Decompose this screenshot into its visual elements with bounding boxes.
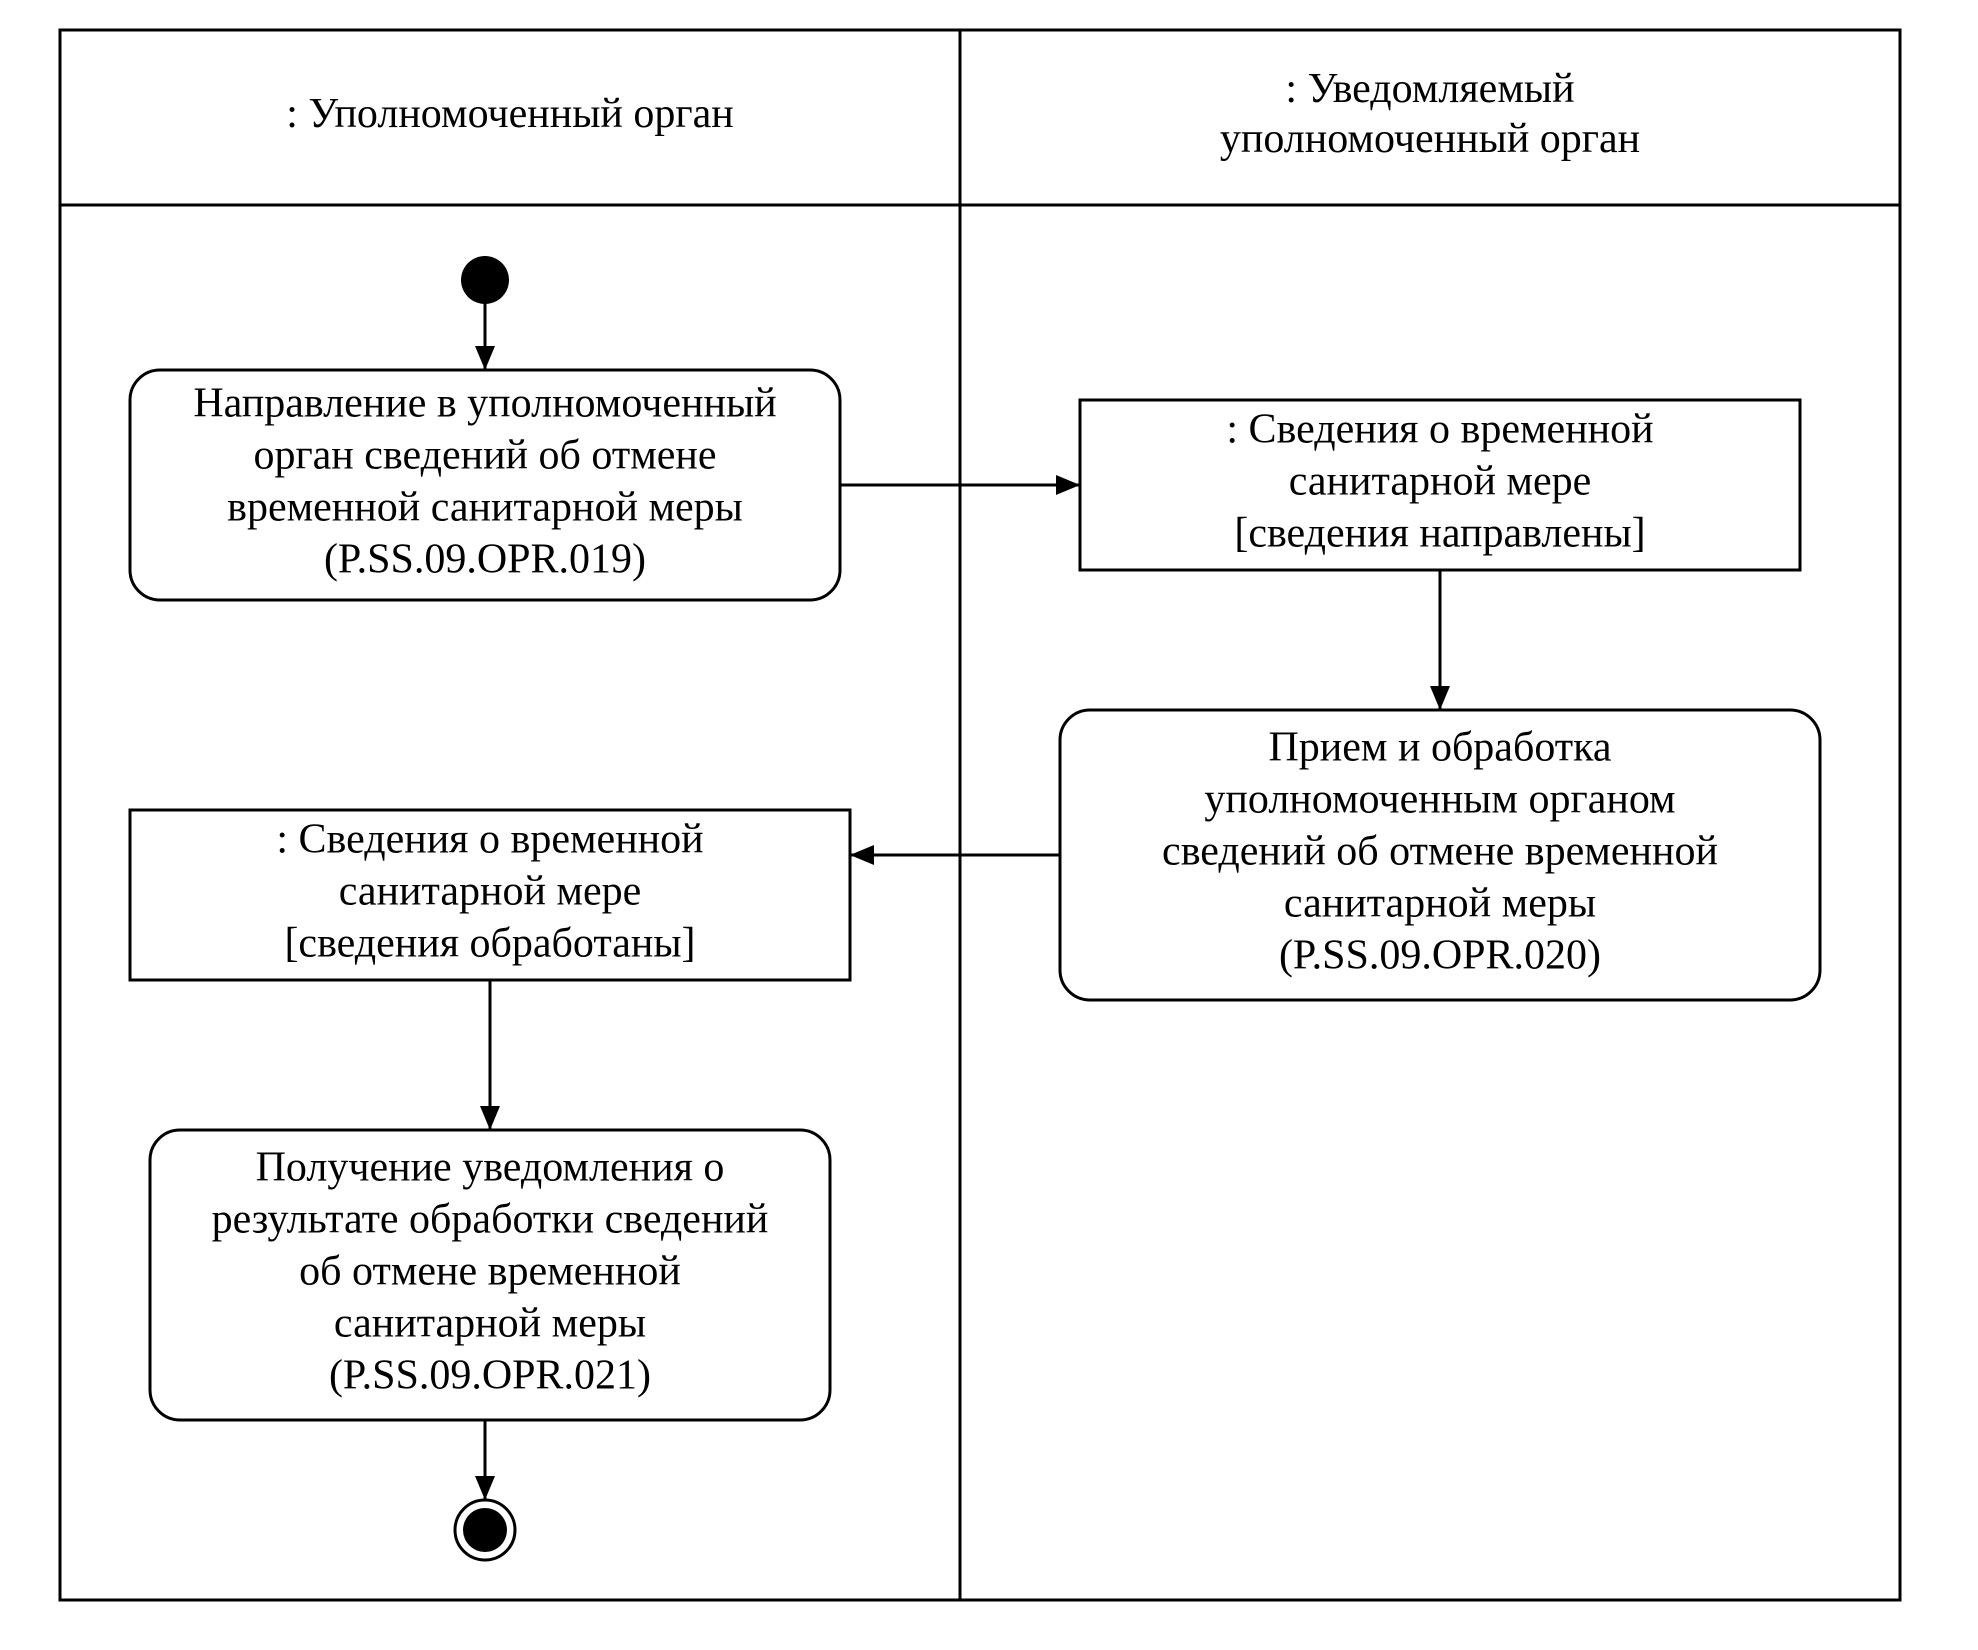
act-019: Направление в уполномоченный орган сведен… [130,370,840,600]
obj-sent-line-0: : Сведения о временной [1226,407,1653,453]
act-019-line-0: Направление в уполномоченный [193,381,776,427]
act-020-line-1: уполномоченным органом [1204,777,1675,823]
act-020-line-4: (P.SS.09.OPR.020) [1279,933,1601,979]
obj-processed-line-1: санитарной мере [339,869,642,915]
obj-sent-line-2: [сведения направлены] [1234,511,1645,557]
lane-title-left: : Уполномоченный орган [286,91,734,137]
diagram-svg: : Уполномоченный орган: Уведомляемыйупол… [0,0,1978,1650]
obj-sent-line-1: санитарной мере [1289,459,1592,505]
act-020-line-0: Прием и обработка [1268,725,1611,771]
lane-title-right-l2: уполномоченный орган [1220,116,1640,162]
act-021: Получение уведомления о результате обрабо… [150,1130,830,1420]
act-021-line-3: санитарной меры [334,1301,646,1347]
act-021-line-1: результате обработки сведений [212,1197,769,1243]
act-019-line-3: (P.SS.09.OPR.019) [324,537,646,583]
obj-sent: : Сведения о временной санитарной мере [св… [1080,400,1800,570]
final-node-dot [463,1508,507,1552]
act-019-line-1: орган сведений об отмене [253,433,716,479]
obj-processed-line-0: : Сведения о временной [276,817,703,863]
lane-title-right-l1: : Уведомляемый [1285,66,1574,112]
activity-diagram: : Уполномоченный орган: Уведомляемыйупол… [0,0,1978,1650]
act-021-line-0: Получение уведомления о [256,1145,725,1191]
lane-header-right: : Уведомляемыйуполномоченный орган [1220,66,1640,162]
act-020-line-3: санитарной меры [1284,881,1596,927]
act-020-line-2: сведений об отмене временной [1162,829,1718,875]
lane-header-left: : Уполномоченный орган [286,91,734,137]
act-021-line-4: (P.SS.09.OPR.021) [329,1353,651,1399]
obj-processed-line-2: [сведения обработаны] [284,921,695,967]
initial-node [461,256,509,304]
obj-processed: : Сведения о временной санитарной мере [св… [130,810,850,980]
act-020: Прием и обработка уполномоченным органом с… [1060,710,1820,1000]
act-019-line-2: временной санитарной меры [227,485,743,531]
act-021-line-2: об отмене временной [299,1249,681,1295]
